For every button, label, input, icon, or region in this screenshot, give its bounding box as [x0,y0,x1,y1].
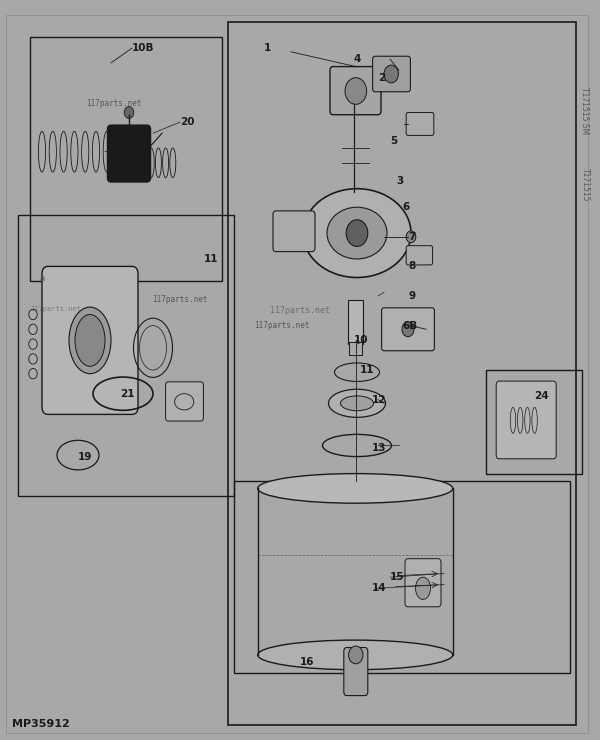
Text: 3: 3 [396,176,403,186]
FancyBboxPatch shape [382,308,434,351]
Text: 10: 10 [354,335,368,346]
Text: 9: 9 [408,291,415,301]
FancyBboxPatch shape [107,125,151,182]
Text: 5: 5 [390,135,397,146]
Ellipse shape [303,189,411,278]
Circle shape [345,78,367,104]
Text: 2: 2 [378,73,385,83]
Bar [349,342,362,355]
Ellipse shape [258,474,453,503]
Text: 19A: 19A [120,147,142,157]
Text: a: a [40,275,44,283]
Circle shape [29,354,37,364]
Text: T171515 SM: T171515 SM [581,87,589,135]
Text: 11: 11 [204,254,218,264]
Text: 117parts.net: 117parts.net [86,99,142,108]
Bar [234,481,570,673]
FancyBboxPatch shape [406,112,434,135]
FancyBboxPatch shape [344,648,368,696]
Circle shape [384,65,398,83]
FancyBboxPatch shape [273,211,315,252]
Text: 10B: 10B [132,43,155,53]
Text: 117parts.net: 117parts.net [270,306,330,315]
Text: 20: 20 [180,117,194,127]
FancyBboxPatch shape [373,56,410,92]
Bar [348,300,363,344]
Text: 117parts.net: 117parts.net [152,295,208,304]
Ellipse shape [69,307,111,374]
Circle shape [29,309,37,320]
Circle shape [406,231,416,243]
Circle shape [29,324,37,334]
Text: 117parts.net: 117parts.net [254,321,310,330]
FancyBboxPatch shape [496,381,556,459]
Circle shape [349,646,363,664]
Text: 15: 15 [390,572,404,582]
Text: 1: 1 [264,43,271,53]
Circle shape [124,107,134,118]
Ellipse shape [327,207,387,259]
Text: 13: 13 [372,443,386,453]
FancyBboxPatch shape [42,266,138,414]
Text: 21: 21 [120,388,134,399]
Ellipse shape [75,314,105,366]
Circle shape [346,220,368,246]
Text: MP35912: MP35912 [12,719,70,729]
Text: 19: 19 [78,452,92,462]
Text: 6B: 6B [402,320,417,331]
Ellipse shape [329,389,386,417]
Text: 24: 24 [534,391,548,401]
FancyBboxPatch shape [406,246,433,265]
Text: 4: 4 [354,54,361,64]
Text: 16: 16 [300,657,314,667]
Text: T171515: T171515 [581,168,589,202]
FancyBboxPatch shape [405,559,441,607]
Circle shape [29,369,37,379]
Bar [228,22,576,725]
Circle shape [29,339,37,349]
Text: 7: 7 [408,232,415,242]
FancyBboxPatch shape [166,382,203,421]
Text: 14: 14 [372,583,386,593]
Bar [486,370,582,474]
Bar [30,37,222,281]
Ellipse shape [415,577,431,599]
FancyBboxPatch shape [330,67,381,115]
Ellipse shape [258,640,453,670]
Ellipse shape [341,396,373,411]
Text: 8: 8 [408,261,415,272]
Text: 6: 6 [402,202,409,212]
Text: 11: 11 [360,365,374,375]
Circle shape [402,322,414,337]
Text: 117parts.net: 117parts.net [30,306,81,312]
Text: 12: 12 [372,394,386,405]
Bar [18,215,234,496]
